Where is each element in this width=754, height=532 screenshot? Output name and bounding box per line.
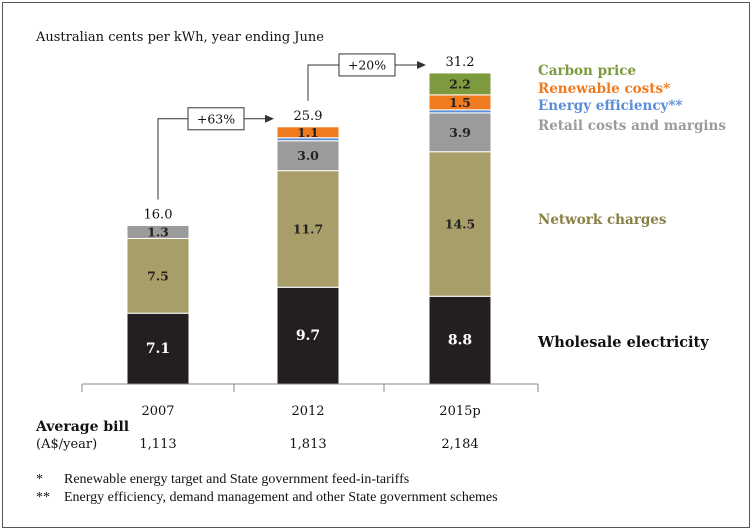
bar-segment <box>428 72 492 96</box>
segment-label: 2.2 <box>449 76 471 91</box>
arrowhead <box>417 60 426 69</box>
segment-label: 1.1 <box>297 125 319 140</box>
legend-entry: Energy efficiency** <box>538 98 683 114</box>
total-label: 25.9 <box>294 109 323 124</box>
bar-segment <box>276 126 340 139</box>
footnote-1: * Renewable energy target and State gover… <box>36 472 409 488</box>
average-bill-value: 1,813 <box>289 437 326 452</box>
average-bill-row: Average bill (A$/year) 1,113 1,813 2,184 <box>35 419 479 452</box>
legend-entry: Wholesale electricity <box>537 334 709 351</box>
bar-segment <box>428 151 492 297</box>
legend-entry: Carbon price <box>538 63 636 79</box>
legend-entry: Renewable costs* <box>538 81 670 97</box>
change-box <box>338 53 396 77</box>
segment-label: 8.8 <box>448 333 472 349</box>
segment-label: 7.1 <box>146 341 170 357</box>
average-bill-label: Average bill <box>35 419 129 435</box>
bar-segment <box>126 237 190 314</box>
legend-entry: Network charges <box>538 212 667 228</box>
segment-label: 9.7 <box>296 328 320 344</box>
segment-label: 3.9 <box>449 125 471 140</box>
footnote-text: Energy efficiency, demand management and… <box>64 490 498 505</box>
bar-segment <box>276 140 340 172</box>
footnote-mark: ** <box>36 490 50 505</box>
bar-segment <box>428 112 492 153</box>
bar-segment <box>276 286 340 385</box>
bar-segment <box>126 224 190 239</box>
change-label: +63% <box>197 111 235 126</box>
chart-subtitle: Australian cents per kWh, year ending Ju… <box>35 30 324 45</box>
average-bill-value: 1,113 <box>139 437 176 452</box>
arrowhead <box>265 114 274 123</box>
bars-layer: 7.1 7.5 1.3 16.0 9.7 11.7 3.0 1.125.9 8.8 14.5 3.9… <box>126 53 492 385</box>
change-box <box>187 107 245 131</box>
change-connector <box>157 118 266 200</box>
x-axis: 2007 2012 2015p <box>81 383 539 419</box>
footnote-text: Renewable energy target and State govern… <box>64 472 410 487</box>
average-bill-unit: (A$/year) <box>36 437 97 452</box>
category-label: 2015p <box>439 404 480 419</box>
segment-label: 11.7 <box>293 221 323 236</box>
legend: Carbon price Renewable costs*Energy effic… <box>537 63 726 351</box>
category-label: 2007 <box>141 404 174 419</box>
average-bill-value: 2,184 <box>441 437 478 452</box>
footnote-mark: * <box>36 472 43 487</box>
total-label: 31.2 <box>446 55 475 70</box>
segment-label: 3.0 <box>297 148 319 163</box>
segment-label: 1.5 <box>449 95 471 110</box>
total-label: 16.0 <box>144 207 173 222</box>
legend-entry: Retail costs and margins <box>538 118 726 134</box>
segment-label: 1.3 <box>147 224 169 239</box>
segment-label: 14.5 <box>445 216 475 231</box>
bar-segment <box>276 170 340 288</box>
segment-label: 7.5 <box>147 268 169 283</box>
category-label: 2012 <box>291 404 324 419</box>
footnote-2: ** Energy efficiency, demand management a… <box>36 490 498 506</box>
change-label: +20% <box>348 57 386 72</box>
